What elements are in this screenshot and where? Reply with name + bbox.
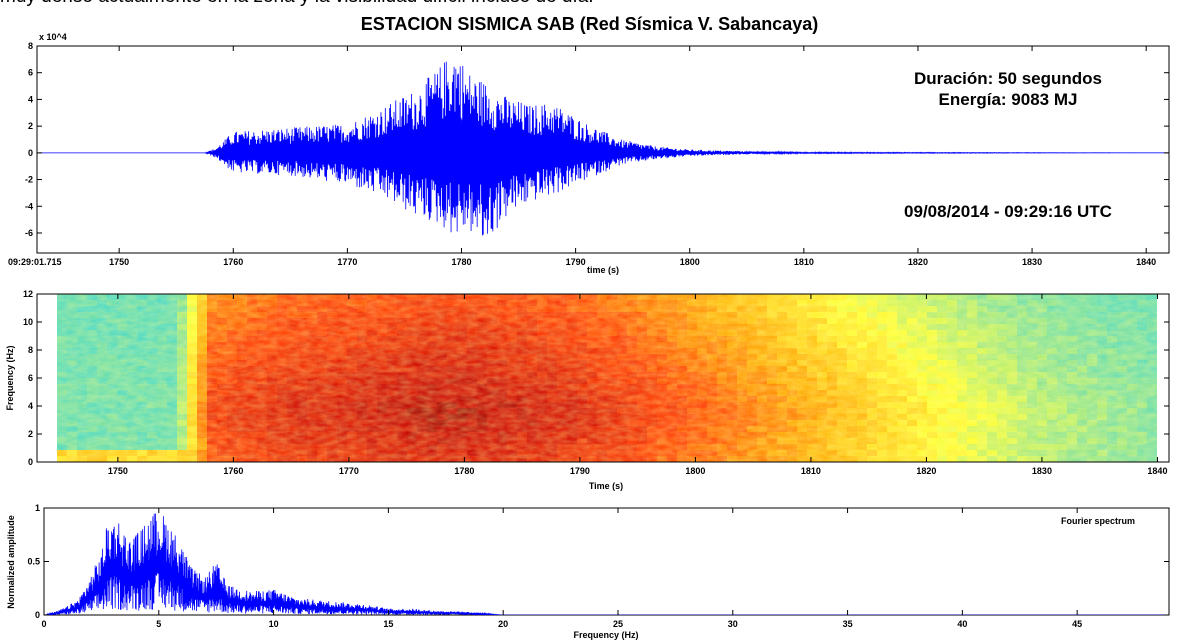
seismogram-y-tick-label: 8 <box>28 41 33 51</box>
spectrogram-x-tick-label: 1840 <box>1147 466 1167 476</box>
spectrogram-x-tick-label: 1790 <box>570 466 590 476</box>
seismogram-x-label: time (s) <box>587 265 619 275</box>
seismogram-y-tick-label: -6 <box>25 228 33 238</box>
fourier-x-tick-label: 35 <box>843 619 853 629</box>
fourier-x-tick-label: 40 <box>957 619 967 629</box>
spectrogram-y-tick-label: 6 <box>28 373 33 383</box>
fourier-x-tick-label: 25 <box>613 619 623 629</box>
fourier-legend: Fourier spectrum <box>1061 516 1135 526</box>
start-time-label: 09:29:01.715 <box>8 257 62 267</box>
fourier-y-tick-label: 1 <box>35 503 40 513</box>
fourier-y-tick-label: 0 <box>35 610 40 620</box>
seismogram-x-tick-label: 1820 <box>908 257 928 267</box>
spectrogram-x-tick-label: 1810 <box>801 466 821 476</box>
seismogram-x-tick-label: 1780 <box>451 257 471 267</box>
seismogram-trace <box>37 61 1169 236</box>
seismogram-y-tick-label: -4 <box>25 201 33 211</box>
fourier-x-tick-label: 15 <box>383 619 393 629</box>
fourier-panel: 0 5 10 15 20 25 30 35 40 45 0 0.5 1 Fourier spectrum… <box>6 503 1170 640</box>
seismogram-x-tick-label: 1790 <box>566 257 586 267</box>
duration-annotation: Duración: 50 segundos <box>914 69 1102 88</box>
spectrogram-x-label: Time (s) <box>589 481 623 491</box>
fourier-x-tick-label: 5 <box>156 619 161 629</box>
seismogram-panel: 1750 1760 1770 1780 1790 1800 1810 1820 1830 1840… <box>8 32 1170 275</box>
seismogram-y-tick-label: 6 <box>28 68 33 78</box>
fourier-x-tick-label: 0 <box>41 619 46 629</box>
spectrogram-y-label: Frequency (Hz) <box>5 345 15 410</box>
spectrogram-x-tick-label: 1780 <box>454 466 474 476</box>
fourier-y-tick-label: 0.5 <box>27 557 40 567</box>
fourier-x-tick-label: 45 <box>1072 619 1082 629</box>
fourier-y-label: Normalized amplitude <box>6 515 16 609</box>
cropped-caption-text: muy denso actualmente en la zona y la vi… <box>0 0 594 8</box>
spectrogram-y-tick-label: 2 <box>28 429 33 439</box>
seismogram-x-tick-label: 1750 <box>109 257 129 267</box>
seismogram-x-tick-label: 1760 <box>223 257 243 267</box>
spectrogram-texture <box>57 294 1157 462</box>
spectrogram-y-tick-label: 8 <box>28 345 33 355</box>
fourier-x-tick-label: 10 <box>269 619 279 629</box>
spectrogram-y-tick-label: 12 <box>23 289 33 299</box>
date-time-annotation: 09/08/2014 - 09:29:16 UTC <box>904 202 1112 221</box>
spectrogram-y-tick-label: 0 <box>28 457 33 467</box>
seismogram-x-tick-label: 1800 <box>680 257 700 267</box>
fourier-x-label: Frequency (Hz) <box>573 630 638 640</box>
spectrogram-y-tick-label: 10 <box>23 317 33 327</box>
spectrogram-x-tick-label: 1820 <box>916 466 936 476</box>
spectrogram-x-tick-label: 1770 <box>339 466 359 476</box>
seismogram-x-tick-label: 1830 <box>1022 257 1042 267</box>
seismogram-y-tick-label: -2 <box>25 175 33 185</box>
fourier-trace <box>44 513 1169 615</box>
spectrogram-y-tick-label: 4 <box>28 401 33 411</box>
seismogram-y-tick-label: 2 <box>28 121 33 131</box>
seismogram-y-tick-label: 0 <box>28 148 33 158</box>
spectrogram-x-tick-label: 1760 <box>223 466 243 476</box>
seismogram-x-tick-label: 1840 <box>1136 257 1156 267</box>
seismogram-y-tick-label: 4 <box>28 94 33 104</box>
spectrogram-x-tick-label: 1800 <box>685 466 705 476</box>
spectrogram-panel: 1750 1760 1770 1780 1790 1800 1810 1820 1830 1840… <box>5 289 1170 491</box>
spectrogram-x-tick-label: 1830 <box>1032 466 1052 476</box>
y-exponent-label: x 10^4 <box>39 32 67 42</box>
fourier-x-tick-label: 30 <box>728 619 738 629</box>
figure-title: ESTACION SISMICA SAB (Red Sísmica V. Sab… <box>360 14 819 34</box>
fourier-x-tick-label: 20 <box>498 619 508 629</box>
spectrogram-x-tick-label: 1750 <box>108 466 128 476</box>
seismogram-x-tick-label: 1810 <box>794 257 814 267</box>
energy-annotation: Energía: 9083 MJ <box>939 90 1078 109</box>
seismogram-x-tick-label: 1770 <box>337 257 357 267</box>
